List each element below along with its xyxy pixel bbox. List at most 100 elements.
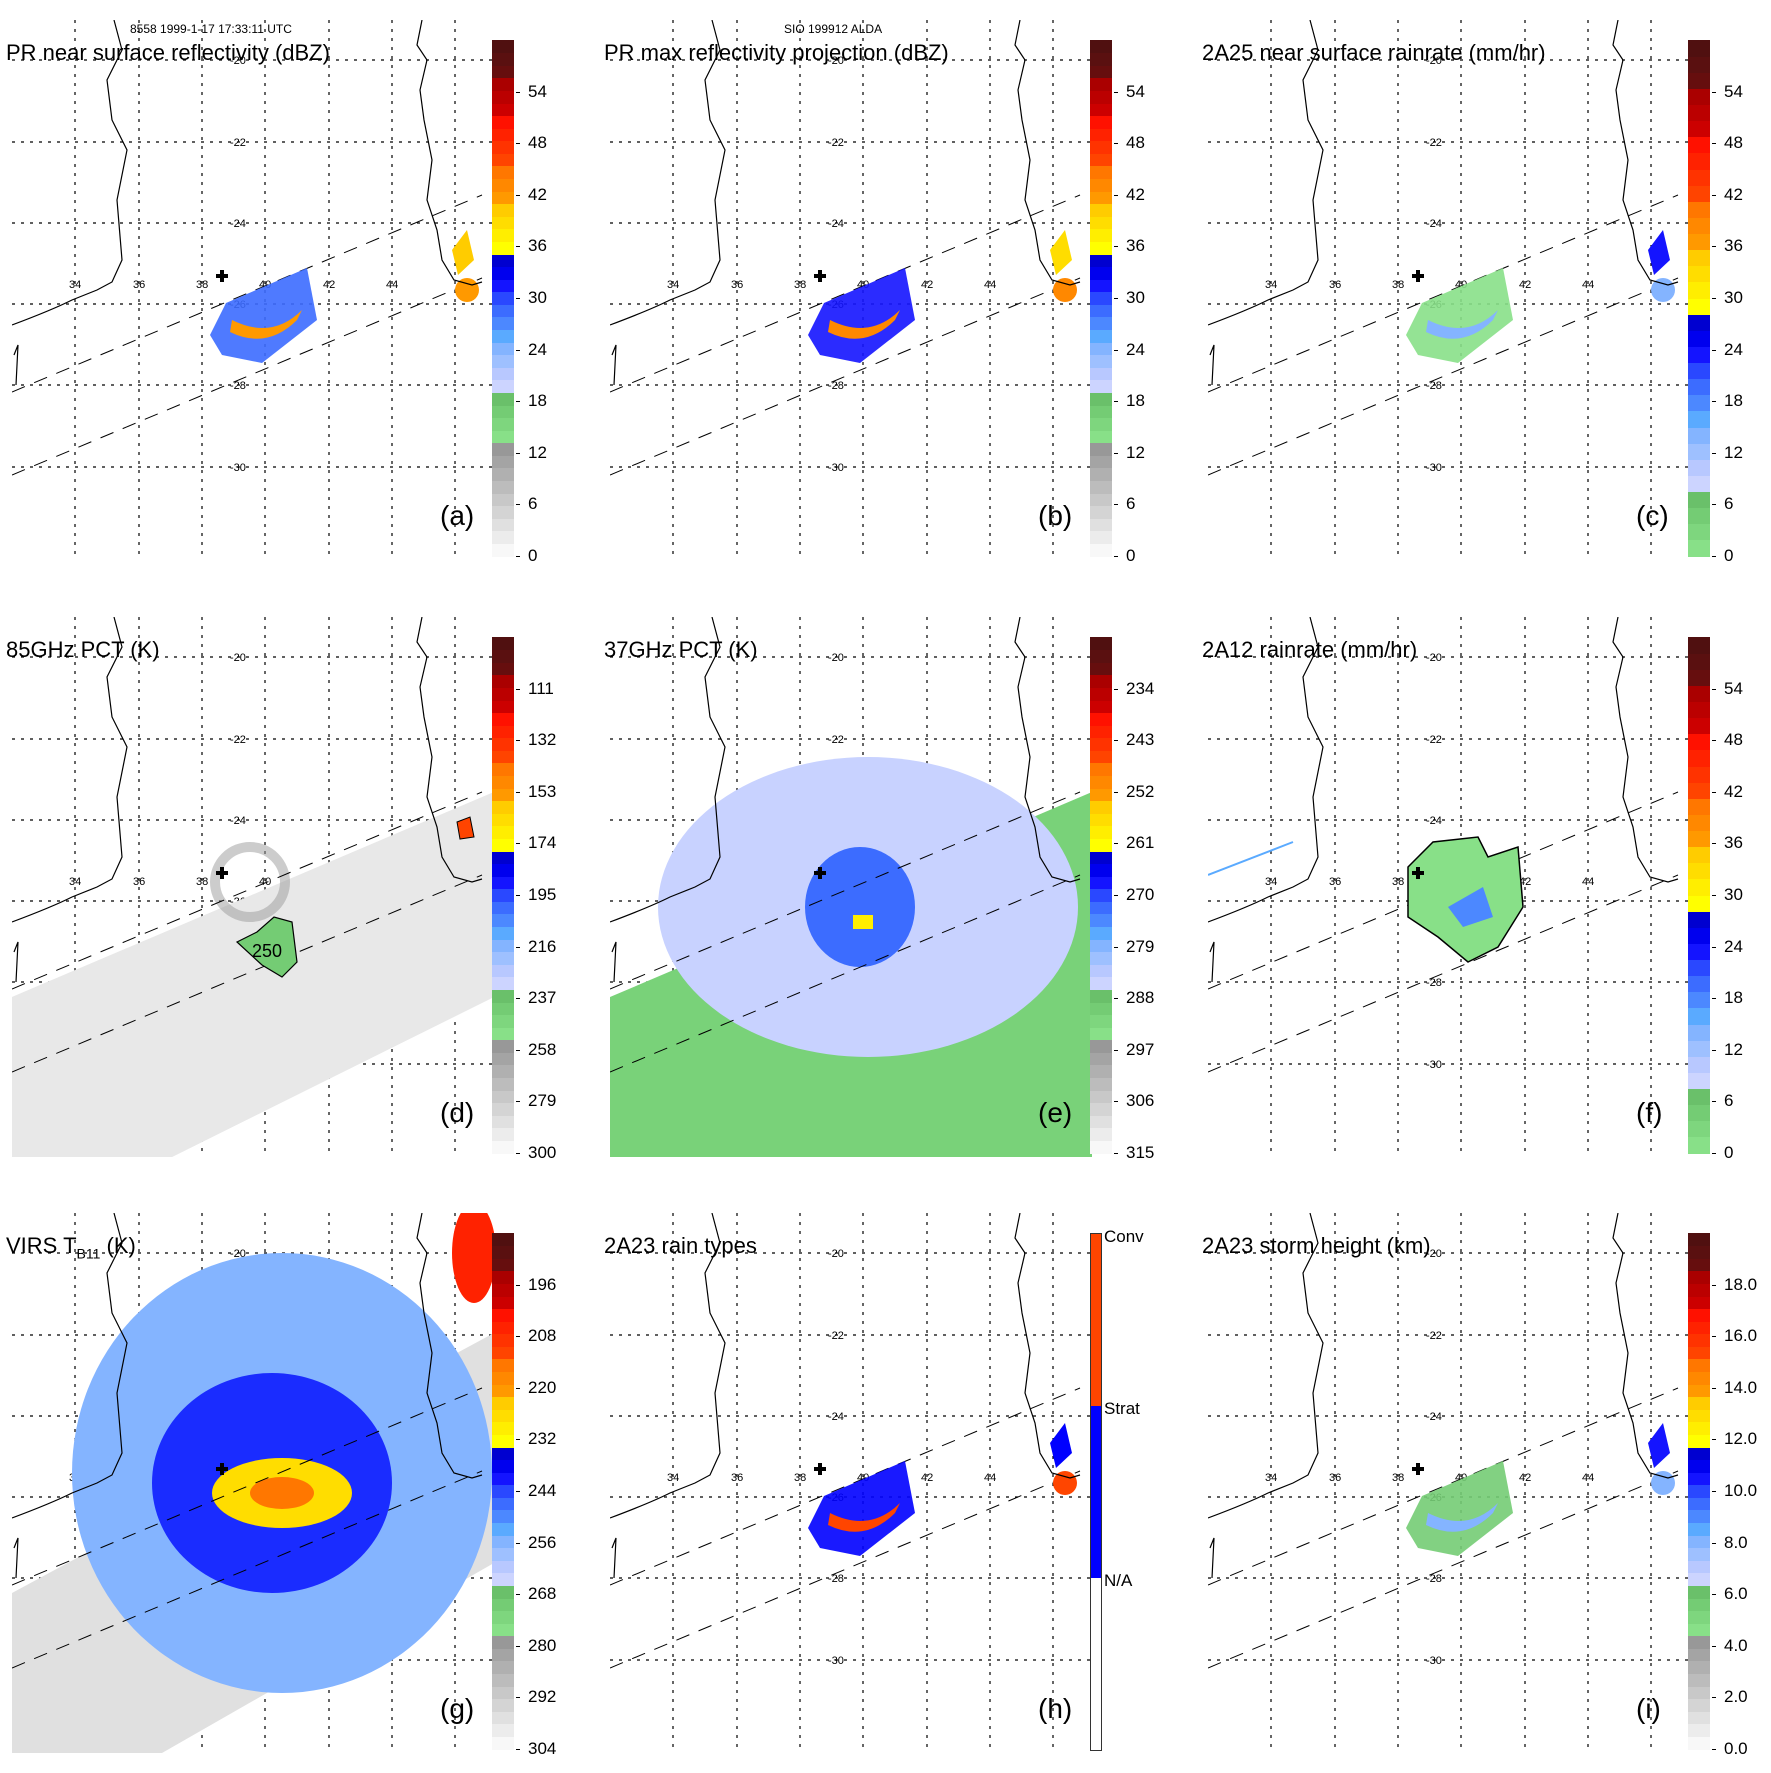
colorbar-segment <box>492 1258 514 1272</box>
colorbar-tick-label: 12 <box>528 442 547 462</box>
colorbar-segment <box>1688 1072 1710 1090</box>
colorbar-segment <box>1688 1497 1710 1511</box>
rain-band <box>828 310 900 339</box>
swath-edge-south <box>610 1470 1081 1669</box>
colorbar-segment <box>1688 281 1710 299</box>
coastline-mozambique <box>610 617 726 923</box>
colorbar-tick <box>516 1284 520 1286</box>
colorbar-segment <box>1090 153 1112 167</box>
rain-cell-coast <box>452 230 474 275</box>
panel-letter-label: (i) <box>1636 1693 1661 1724</box>
colorbar-segment <box>1688 1321 1710 1335</box>
colorbar-segment <box>1688 1283 1710 1297</box>
colorbar-segment <box>1688 1673 1710 1687</box>
colorbar-segment <box>492 1090 514 1104</box>
panel-d: -20-22-24-26-28-3034363840424425085GHz P… <box>0 597 590 1177</box>
colorbar-segment <box>1090 102 1112 117</box>
colorbar-segment <box>1688 1333 1710 1347</box>
colorbar-segment <box>1090 77 1112 91</box>
colorbar-tick-label: 306 <box>1126 1091 1155 1111</box>
colorbar-segment <box>492 417 514 431</box>
panel-letter-label: (h) <box>1038 1693 1073 1724</box>
colorbar-segment <box>492 863 514 877</box>
pct-min-patch <box>853 915 873 929</box>
colorbar-segment <box>1090 404 1112 419</box>
colorbar-segment <box>1090 505 1112 519</box>
swath-edge-south <box>12 277 483 476</box>
lon-tick-label: 44 <box>386 279 398 291</box>
lat-tick-label: -24 <box>828 218 844 230</box>
colorbar-segment <box>1090 543 1112 557</box>
colorbar-segment <box>492 838 514 852</box>
lon-tick-label: 36 <box>1329 279 1341 291</box>
colorbar-tick-label: 42 <box>1724 184 1743 204</box>
colorbar-segment <box>1688 1120 1710 1138</box>
colorbar-segment <box>492 279 514 293</box>
colorbar-segment <box>1688 1560 1710 1574</box>
colorbar-segment <box>1090 1014 1112 1028</box>
storm-center-cross-icon <box>814 1463 826 1475</box>
colorbar-segment <box>492 342 514 356</box>
colorbar-segment <box>492 392 514 406</box>
colorbar-segment <box>1090 674 1112 688</box>
colorbar-segment <box>492 77 514 91</box>
colorbar-segment <box>1688 1434 1710 1448</box>
panel-title-text: 2A12 rainrate (mm/hr) <box>1202 637 1418 662</box>
colorbar-segment <box>1090 813 1112 827</box>
colorbar-segment <box>1688 895 1710 912</box>
colorbar-tick <box>1114 349 1118 351</box>
colorbar-segment <box>1688 862 1710 880</box>
colorbar-tick <box>1712 1336 1716 1338</box>
colorbar-segment <box>1090 191 1112 205</box>
coastline-madagascar <box>416 617 483 883</box>
swath-edge-north <box>610 791 1081 990</box>
colorbar-segment <box>492 216 514 230</box>
colorbar-tick <box>516 1594 520 1596</box>
pr-swath-edges <box>610 791 1081 1073</box>
lat-tick-label: -22 <box>230 137 246 149</box>
colorbar-tick <box>1114 1049 1118 1051</box>
colorbar-tick-label: 279 <box>1126 936 1155 956</box>
colorbar-segment <box>1090 493 1112 507</box>
coastline-madagascar <box>1612 20 1679 286</box>
colorbar-tick-label: 315 <box>1126 1143 1155 1162</box>
colorbar-segment <box>492 1472 514 1486</box>
panel-letter-label: (e) <box>1038 1097 1073 1128</box>
colorbar-segment <box>492 1027 514 1041</box>
colorbar-tick-label: 30 <box>1724 288 1743 307</box>
colorbar-tick <box>516 998 520 1000</box>
swath-edge-south <box>12 874 483 1073</box>
colorbar-segment <box>1688 249 1710 267</box>
lat-tick-label: -20 <box>1426 652 1442 664</box>
storm-center-cross-icon <box>814 270 826 282</box>
colorbar-segment <box>1090 480 1112 494</box>
colorbar-segment <box>1688 346 1710 364</box>
colorbar-segment <box>492 430 514 444</box>
colorbar-segment <box>492 1698 514 1712</box>
colorbar <box>492 1233 514 1750</box>
rain-band <box>828 1503 900 1532</box>
colorbar-segment <box>1090 1127 1112 1141</box>
colorbar-segment <box>1688 136 1710 154</box>
colorbar-segment <box>1090 354 1112 368</box>
colorbar-tick <box>516 556 520 557</box>
colorbar-segment <box>1090 128 1112 142</box>
colorbar-segment <box>1090 888 1112 902</box>
colorbar-segment <box>492 354 514 368</box>
panel-title: 2A23 rain types <box>604 1233 757 1259</box>
colorbar-segment <box>492 1102 514 1116</box>
lon-tick-label: 44 <box>1582 876 1594 888</box>
colorbar-segment <box>1688 1635 1710 1649</box>
colorbar-tick <box>1114 998 1118 1000</box>
colorbar-segment <box>492 178 514 192</box>
colorbar-tick <box>1114 895 1118 896</box>
colorbar-tick-label: 18.0 <box>1724 1274 1758 1294</box>
rain-area <box>1406 1461 1513 1556</box>
colorbar-tick <box>1114 504 1118 506</box>
colorbar-segment <box>1090 342 1112 356</box>
colorbar-segment <box>492 1409 514 1423</box>
storm-center-cross-icon <box>1412 1463 1424 1475</box>
